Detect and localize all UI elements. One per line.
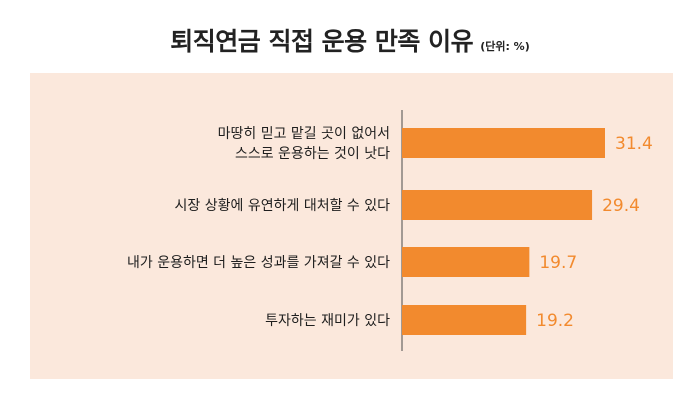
chart-panel — [30, 73, 673, 379]
value-label-4: 19.2 — [536, 311, 574, 331]
category-label-4: 투자하는 재미가 있다 — [265, 313, 390, 329]
category-label-1-line-1: 마땅히 믿고 맡길 곳이 없어서 — [218, 126, 390, 142]
unit-note: (단위: %) — [480, 40, 530, 53]
chart-title: 퇴직연금 직접 운용 만족 이유 — [170, 27, 474, 56]
value-label-2: 29.4 — [602, 196, 640, 216]
bar-3 — [402, 247, 530, 277]
bar-2 — [402, 190, 593, 220]
bar-1 — [402, 128, 605, 158]
category-label-1-line-2: 스스로 운용하는 것이 낫다 — [235, 146, 390, 162]
chart-title-area: 퇴직연금 직접 운용 만족 이유 (단위: %) — [0, 22, 700, 58]
category-label-3: 내가 운용하면 더 높은 성과를 가져갈 수 있다 — [127, 255, 390, 271]
bar-4 — [402, 305, 527, 335]
category-label-2: 시장 상황에 유연하게 대처할 수 있다 — [175, 198, 391, 214]
value-label-3: 19.7 — [539, 253, 577, 273]
value-label-1: 31.4 — [615, 134, 653, 154]
